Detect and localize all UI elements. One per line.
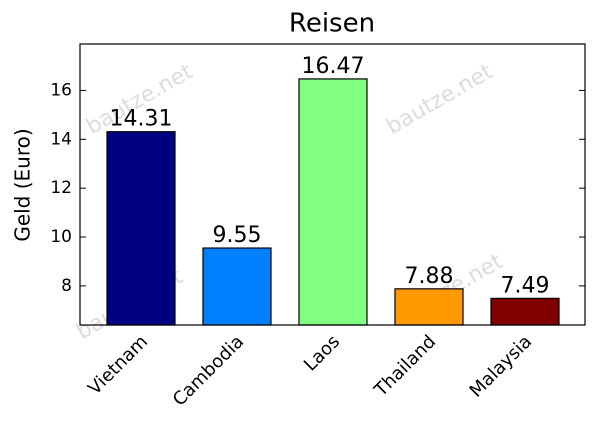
- y-tick-label: 14: [50, 129, 72, 149]
- value-label: 16.47: [302, 54, 365, 79]
- value-label: 7.49: [501, 273, 550, 298]
- plot-frame: [79, 43, 586, 326]
- x-tick-label: Thailand: [370, 331, 440, 401]
- x-tick-label: Cambodia: [169, 331, 248, 410]
- bar: [202, 247, 272, 326]
- value-label: 7.88: [405, 264, 454, 289]
- bar: [490, 297, 560, 326]
- y-tick-label: 16: [50, 80, 72, 100]
- value-label: 9.55: [213, 223, 262, 248]
- y-tick-label: 8: [61, 276, 72, 296]
- y-tick-label: 12: [50, 178, 72, 198]
- bar: [394, 288, 464, 326]
- y-tick-label: 10: [50, 227, 72, 247]
- chart-title: Reisen: [289, 9, 375, 39]
- bar: [106, 131, 176, 326]
- bar: [298, 78, 368, 326]
- x-tick-label: Vietnam: [84, 331, 152, 399]
- x-tick-label: Malaysia: [466, 331, 536, 401]
- y-axis-label: Geld (Euro): [11, 128, 35, 241]
- watermark: bautze.net: [382, 59, 497, 140]
- x-tick-label: Laos: [300, 331, 344, 375]
- value-label: 14.31: [110, 107, 173, 132]
